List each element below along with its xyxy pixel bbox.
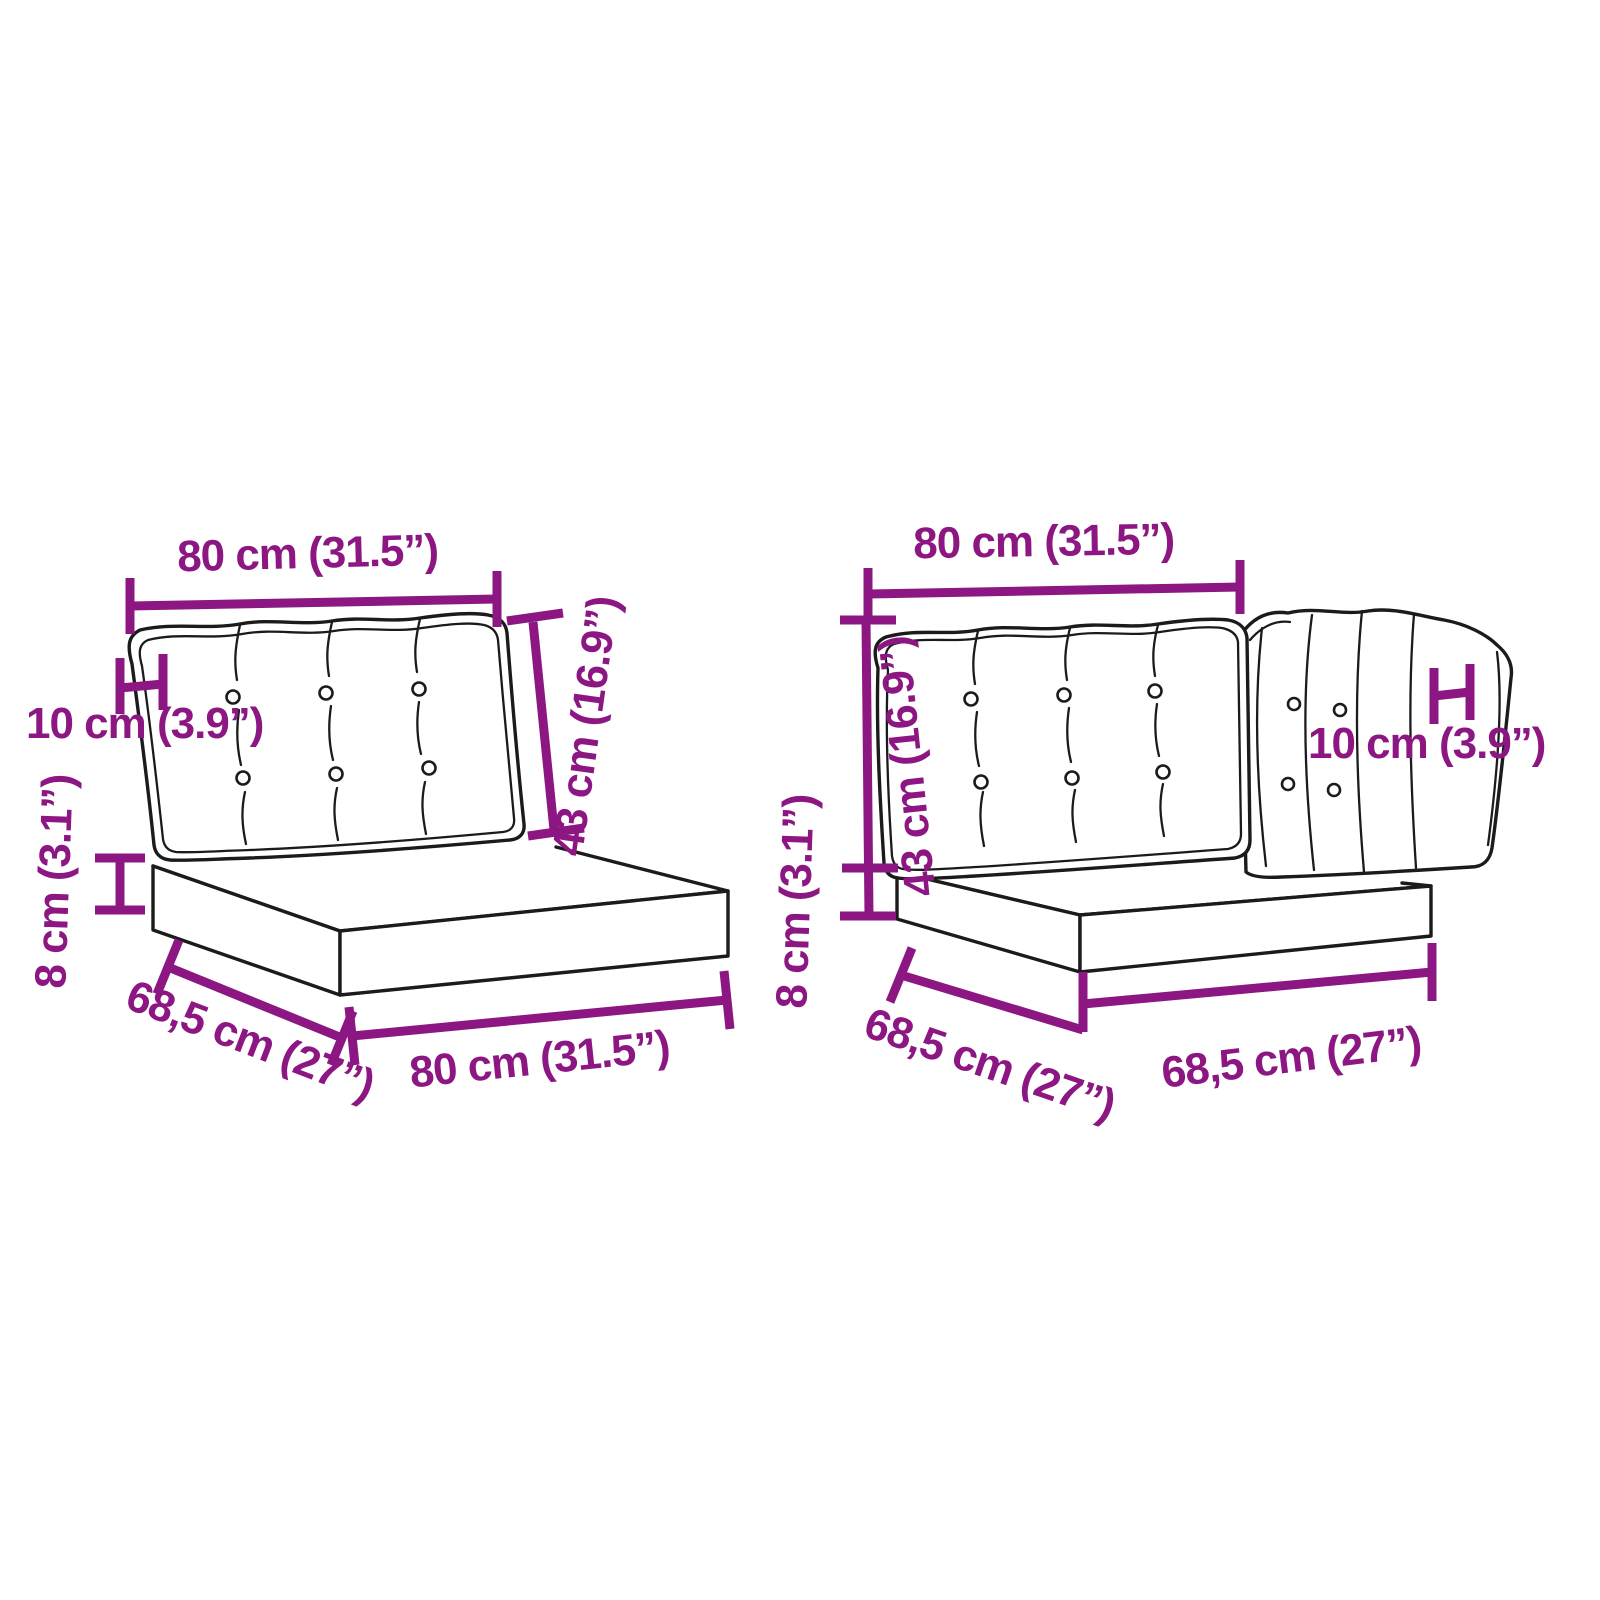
dimension-line xyxy=(528,621,559,831)
back-cushion-buttons xyxy=(963,683,1171,790)
back-cushion-seams xyxy=(234,617,428,846)
seat-thickness-label: 8 cm (3.1”) xyxy=(26,774,82,990)
dimension-line xyxy=(119,679,164,693)
dimension-tick xyxy=(527,823,585,841)
back-thickness-label: 10 cm (3.9”) xyxy=(1308,719,1545,768)
dimension-line xyxy=(899,970,1085,1035)
button xyxy=(1155,764,1171,780)
seat-cushion-front-right-face xyxy=(338,889,730,997)
button xyxy=(1332,702,1348,718)
back-cushion-left-drawing xyxy=(873,617,1252,881)
back-cushion-seams xyxy=(972,623,1166,848)
seat-cushion-front-right-face xyxy=(1078,884,1433,974)
button xyxy=(963,691,979,707)
back-width-label: 80 cm (31.5”) xyxy=(177,526,439,582)
back-cushion-buttons xyxy=(1280,696,1348,798)
dimension-back-height: 43 cm (16.9”) xyxy=(506,593,628,859)
back-thickness-label: 10 cm (3.9”) xyxy=(26,699,263,748)
seat-width-label: 68,5 cm (27”) xyxy=(1159,1017,1424,1097)
button xyxy=(421,760,437,776)
button xyxy=(1056,687,1072,703)
back-cushion-drawing xyxy=(127,611,526,862)
dimension-line xyxy=(129,594,498,611)
back-height-label: 43 cm (16.9”) xyxy=(543,593,628,858)
dimension-line xyxy=(351,995,728,1041)
dimension-seat-thickness: 8 cm (3.1”) xyxy=(26,774,145,990)
seat-thickness-label: 8 cm (3.1”) xyxy=(767,794,823,1010)
button xyxy=(973,774,989,790)
back-cushion-edge-piping xyxy=(1248,620,1501,847)
back-cushion-buttons xyxy=(225,681,437,786)
dimension-tick xyxy=(152,938,184,996)
button xyxy=(411,681,427,697)
dimension-tick xyxy=(719,970,735,1030)
back-cushion-right-drawing xyxy=(1238,608,1514,880)
button xyxy=(328,766,344,782)
dimension-seat-thickness: 8 cm (3.1”) xyxy=(767,794,896,1010)
seat-width-label: 80 cm (31.5”) xyxy=(407,1022,672,1098)
figure-cushion-set-left: 80 cm (31.5”) 43 cm (16.9”) 10 cm (3.9”) xyxy=(26,526,735,1110)
dimension-tick xyxy=(506,608,564,626)
back-width-label: 80 cm (31.5”) xyxy=(913,515,1175,569)
button xyxy=(1286,696,1302,712)
dimension-back-width: 80 cm (31.5”) xyxy=(863,515,1245,622)
dimension-line xyxy=(1433,687,1471,701)
button xyxy=(1064,770,1080,786)
back-cushion-pleats xyxy=(1255,609,1418,874)
back-cushion-outline xyxy=(127,611,526,862)
button xyxy=(235,770,251,786)
button xyxy=(225,689,241,705)
button xyxy=(1326,782,1342,798)
seat-cushion-top-face xyxy=(153,845,728,931)
button xyxy=(1147,683,1163,699)
dimension-seat-depth: 68,5 cm (27”) xyxy=(858,946,1121,1130)
dimension-tick xyxy=(344,1006,360,1066)
dimension-line xyxy=(867,582,1241,599)
dimension-back-width: 80 cm (31.5”) xyxy=(125,526,502,634)
seat-cushion-drawing xyxy=(151,845,730,997)
dimension-back-thickness: 10 cm (3.9”) xyxy=(26,654,264,748)
back-cushion-piping xyxy=(138,622,516,854)
button xyxy=(318,685,334,701)
dimension-line xyxy=(166,962,344,1043)
button xyxy=(1280,776,1296,792)
dimension-back-thickness: 10 cm (3.9”) xyxy=(1308,664,1546,768)
dimension-line xyxy=(1082,967,1433,1009)
dimension-tick xyxy=(885,946,917,1004)
back-cushion-piping xyxy=(884,626,1243,871)
figure-cushion-set-right: 80 cm (31.5”) 43 cm (16.9”) 8 cm (3.1”) … xyxy=(767,515,1546,1130)
